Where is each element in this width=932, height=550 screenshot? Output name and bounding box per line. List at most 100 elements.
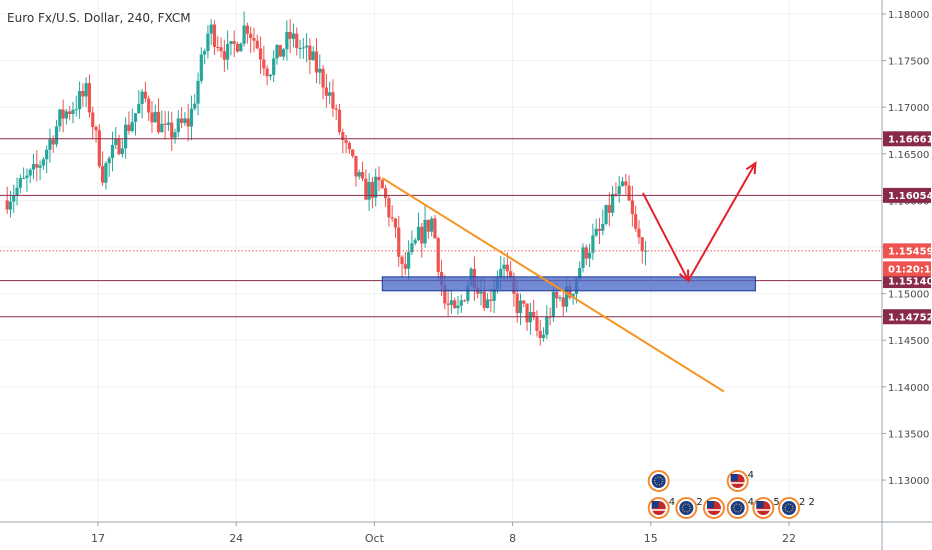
candle-body [193, 103, 197, 109]
candle-body [8, 201, 13, 210]
support-zone [381, 276, 756, 292]
candle-body [584, 247, 588, 259]
candle [528, 302, 532, 336]
y-tick-label: 1.15000 [888, 290, 929, 301]
us-flag-canton [730, 474, 738, 481]
candle [334, 104, 338, 121]
candle [8, 190, 13, 218]
candle-body [611, 193, 615, 213]
candle [150, 101, 154, 133]
candle [545, 305, 549, 340]
candle-body [189, 108, 194, 127]
candle [403, 251, 407, 276]
candle-body [216, 46, 220, 48]
candle-body [61, 109, 65, 119]
candle [518, 293, 523, 325]
y-tick-label: 1.16500 [888, 150, 929, 161]
countdown-badge-label: 01:20:19 [888, 265, 932, 276]
candle [314, 38, 319, 84]
candle [305, 33, 309, 63]
candle [584, 244, 588, 266]
candle-body [124, 124, 128, 149]
candle [229, 40, 233, 56]
countdown-badge: 01:20:19 [883, 261, 932, 277]
x-tick-label: 15 [644, 532, 658, 545]
candle [74, 95, 78, 117]
candle [393, 217, 398, 238]
candle-body [347, 142, 351, 150]
level-badge-bg [883, 309, 931, 325]
candle-body [35, 163, 39, 168]
candle [489, 288, 493, 313]
candle [324, 73, 328, 108]
candle-body [110, 145, 115, 159]
candle [374, 168, 378, 207]
candle-body [420, 226, 424, 244]
candle [607, 192, 611, 227]
candle-body [482, 291, 486, 308]
event-count: 5 [773, 497, 779, 508]
candle [268, 73, 273, 81]
candle-body [541, 334, 546, 339]
candle [137, 90, 141, 114]
candle-body [288, 31, 292, 39]
candle [620, 176, 625, 187]
candle [357, 169, 361, 180]
candle [222, 39, 226, 72]
candle [413, 237, 417, 246]
drawings [381, 161, 757, 393]
candle-body [597, 228, 602, 231]
candle [64, 108, 69, 125]
candle-body [176, 118, 180, 133]
candle [433, 215, 437, 239]
candle [347, 141, 351, 154]
candle-body [459, 300, 463, 306]
candle [611, 185, 615, 217]
candle-body [71, 109, 75, 114]
candle-body [466, 285, 470, 301]
candle [87, 74, 92, 118]
candle-body [107, 158, 111, 164]
us-flag-canton [651, 501, 659, 508]
candle-body [186, 118, 190, 127]
candle-body [81, 90, 85, 97]
candle [71, 101, 75, 124]
candle-body [28, 169, 32, 176]
candle-body [183, 118, 187, 123]
candle [38, 160, 42, 181]
countdown-badge-bg [883, 261, 931, 277]
candle [173, 128, 177, 144]
candle-body [453, 300, 457, 309]
candle [199, 47, 203, 84]
candle-body [364, 178, 368, 200]
candle-body [617, 186, 621, 195]
candle [459, 294, 463, 313]
candle [153, 104, 157, 123]
candle-body [558, 297, 562, 299]
event-count: 2 [696, 497, 702, 508]
candle [364, 169, 368, 200]
candle-body [298, 48, 302, 50]
candle [212, 20, 217, 55]
candle [94, 125, 98, 143]
candle-body [18, 178, 22, 188]
candle [597, 217, 602, 245]
candle [68, 105, 72, 121]
candle [278, 45, 282, 57]
candle [18, 174, 22, 194]
candle-body [15, 187, 19, 196]
candle-body [245, 25, 249, 34]
candle-body [196, 80, 200, 104]
projection-arrowhead-up [745, 161, 757, 175]
candle [51, 135, 55, 153]
candle [35, 150, 39, 182]
candle-body [561, 297, 565, 307]
candle-body [203, 51, 207, 55]
eu-flag-icon [782, 501, 796, 515]
candle-body [206, 33, 210, 52]
candle-body [239, 43, 243, 52]
candle-body [446, 303, 450, 305]
candle-body [479, 291, 483, 294]
candle [637, 220, 641, 244]
